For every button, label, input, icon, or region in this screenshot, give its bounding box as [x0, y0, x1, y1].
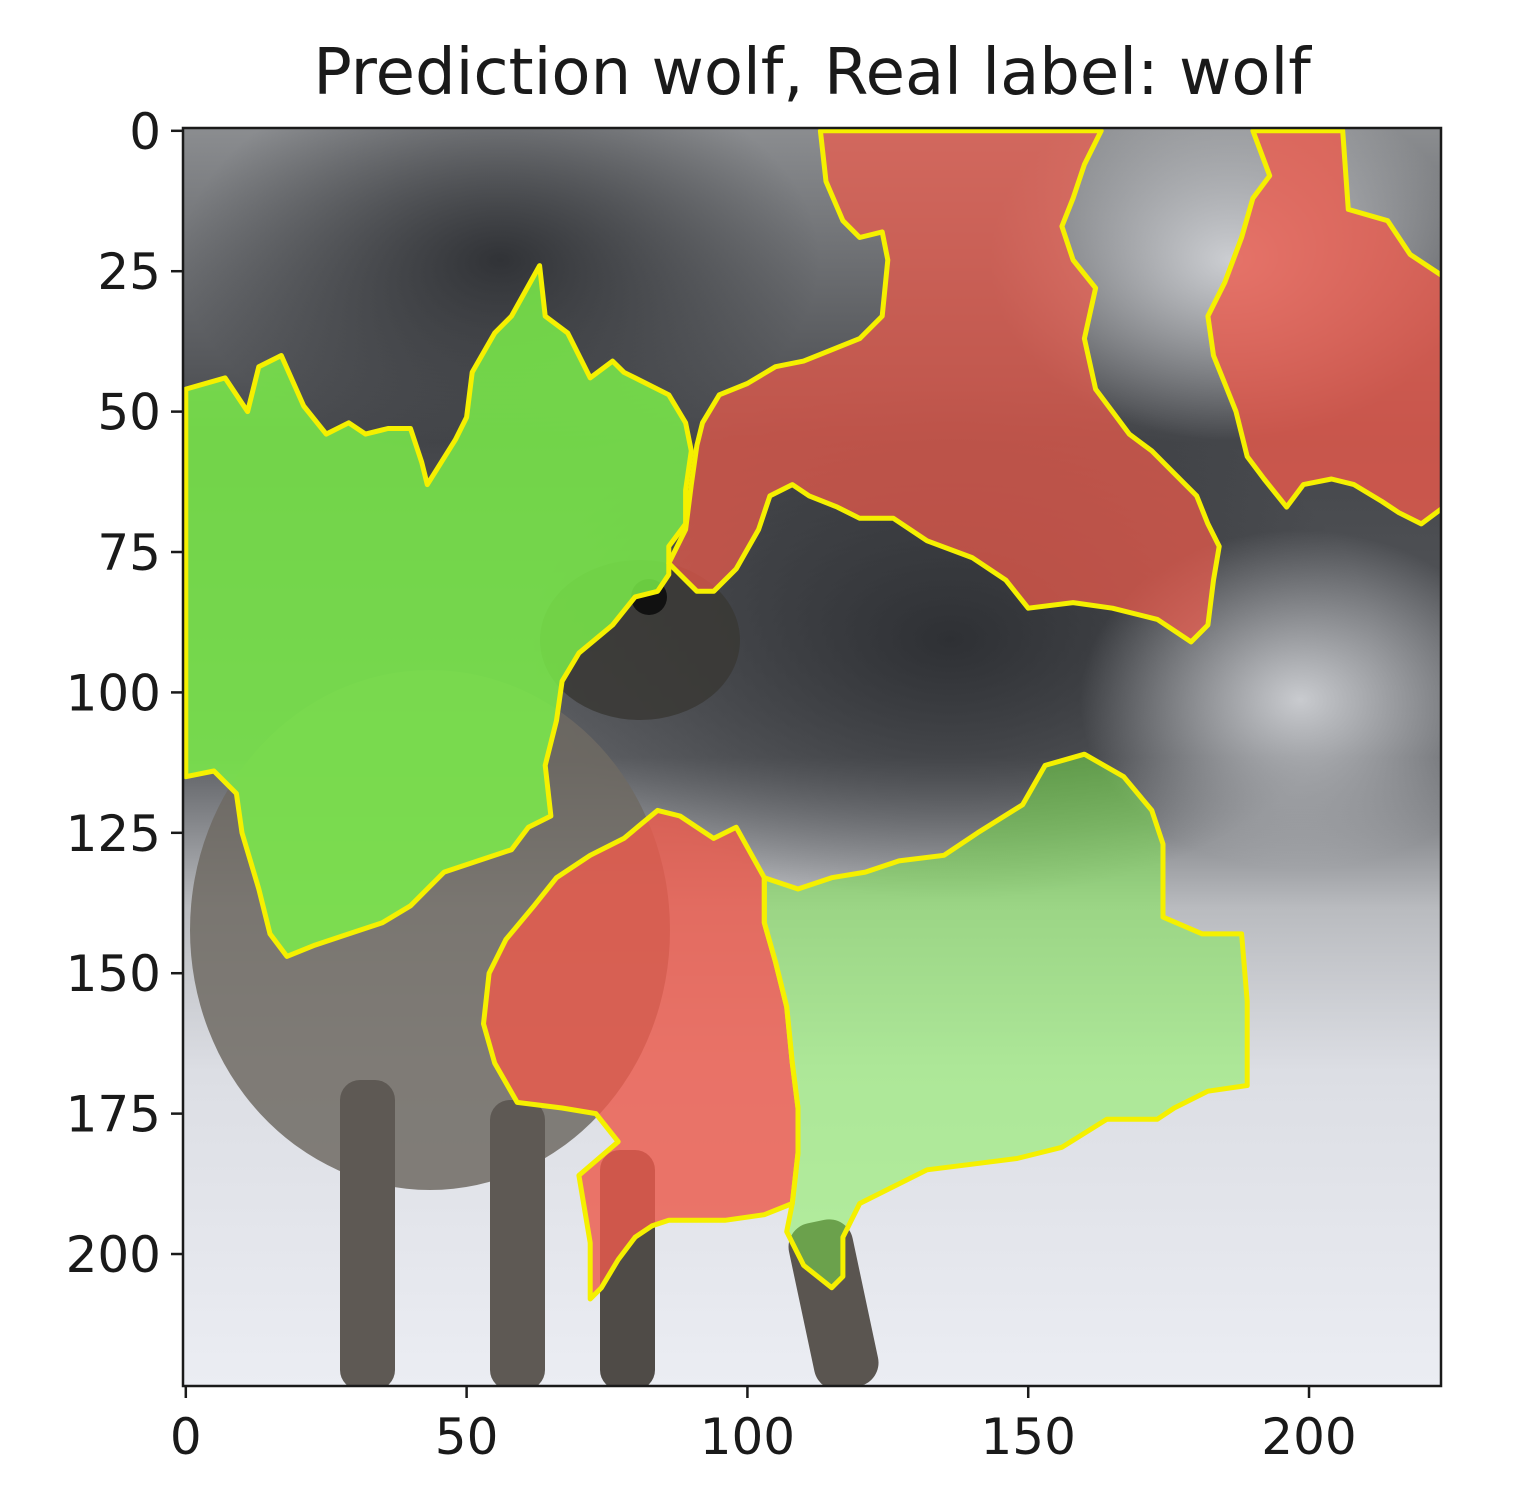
- negative-region-top-center-boundary: [666, 128, 1222, 645]
- y-tick-label: 175: [66, 1086, 161, 1144]
- y-tick-label: 200: [66, 1226, 161, 1284]
- wolf-leg: [340, 1080, 395, 1386]
- y-tick-label: 50: [97, 384, 161, 442]
- plot-frame: [181, 126, 1443, 1388]
- x-axis: 0 50 100 150 200: [170, 1386, 1357, 1466]
- x-tick-label: 150: [981, 1408, 1076, 1466]
- wolf-leg: [490, 1100, 545, 1386]
- negative-region-top-right: [1207, 130, 1441, 524]
- y-tick-label: 0: [129, 103, 161, 161]
- wolf-leg: [788, 1219, 879, 1386]
- y-tick-label: 100: [66, 664, 161, 722]
- negative-region-bottom-left: [483, 810, 798, 1299]
- negative-region-top-right-boundary: [1205, 128, 1441, 527]
- y-tick-label: 25: [97, 243, 161, 301]
- positive-region-left-boundary: [183, 263, 694, 959]
- negative-region-top-center: [668, 130, 1220, 642]
- positive-region-bottom-center: [764, 754, 1248, 1288]
- positive-region-bottom-center-boundary: [761, 751, 1250, 1291]
- positive-region-left: [185, 265, 692, 957]
- x-tick-label: 50: [435, 1408, 499, 1466]
- x-tick-label: 0: [170, 1408, 202, 1466]
- x-tick-label: 100: [700, 1408, 795, 1466]
- y-tick-label: 75: [97, 524, 161, 582]
- explanation-regions: [183, 128, 1441, 1302]
- x-tick-label: 200: [1261, 1408, 1356, 1466]
- photo-dark-area: [183, 128, 820, 460]
- chart-title: Prediction wolf, Real label: wolf: [313, 36, 1312, 110]
- y-axis: 0 25 50 75 100 125 150 175 200: [66, 103, 183, 1284]
- y-tick-label: 125: [66, 805, 161, 863]
- y-tick-label: 150: [66, 945, 161, 1003]
